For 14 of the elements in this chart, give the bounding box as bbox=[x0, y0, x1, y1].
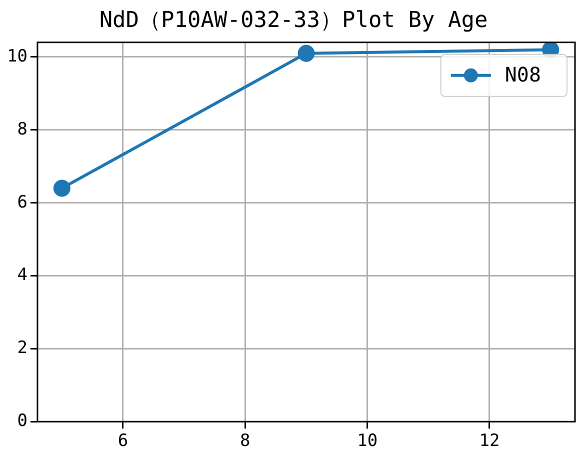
point bbox=[298, 44, 315, 62]
y-tick-label: 4 bbox=[17, 265, 28, 286]
chart-title: NdD（P10AW-032-33）Plot By Age bbox=[99, 8, 488, 33]
y-tick-label: 6 bbox=[17, 192, 28, 212]
y-tick-label: 0 bbox=[17, 411, 28, 432]
y-tick-label: 8 bbox=[17, 119, 28, 140]
x-tick-label: 6 bbox=[118, 431, 128, 452]
x-tick-label: 12 bbox=[479, 431, 500, 452]
y-tick-label: 10 bbox=[6, 46, 28, 66]
legend-label: N08 bbox=[504, 62, 541, 87]
point bbox=[53, 180, 70, 197]
y-tick-label: 2 bbox=[17, 338, 28, 358]
x-tick-label: 10 bbox=[357, 431, 378, 452]
x-tick-label: 8 bbox=[240, 431, 250, 452]
